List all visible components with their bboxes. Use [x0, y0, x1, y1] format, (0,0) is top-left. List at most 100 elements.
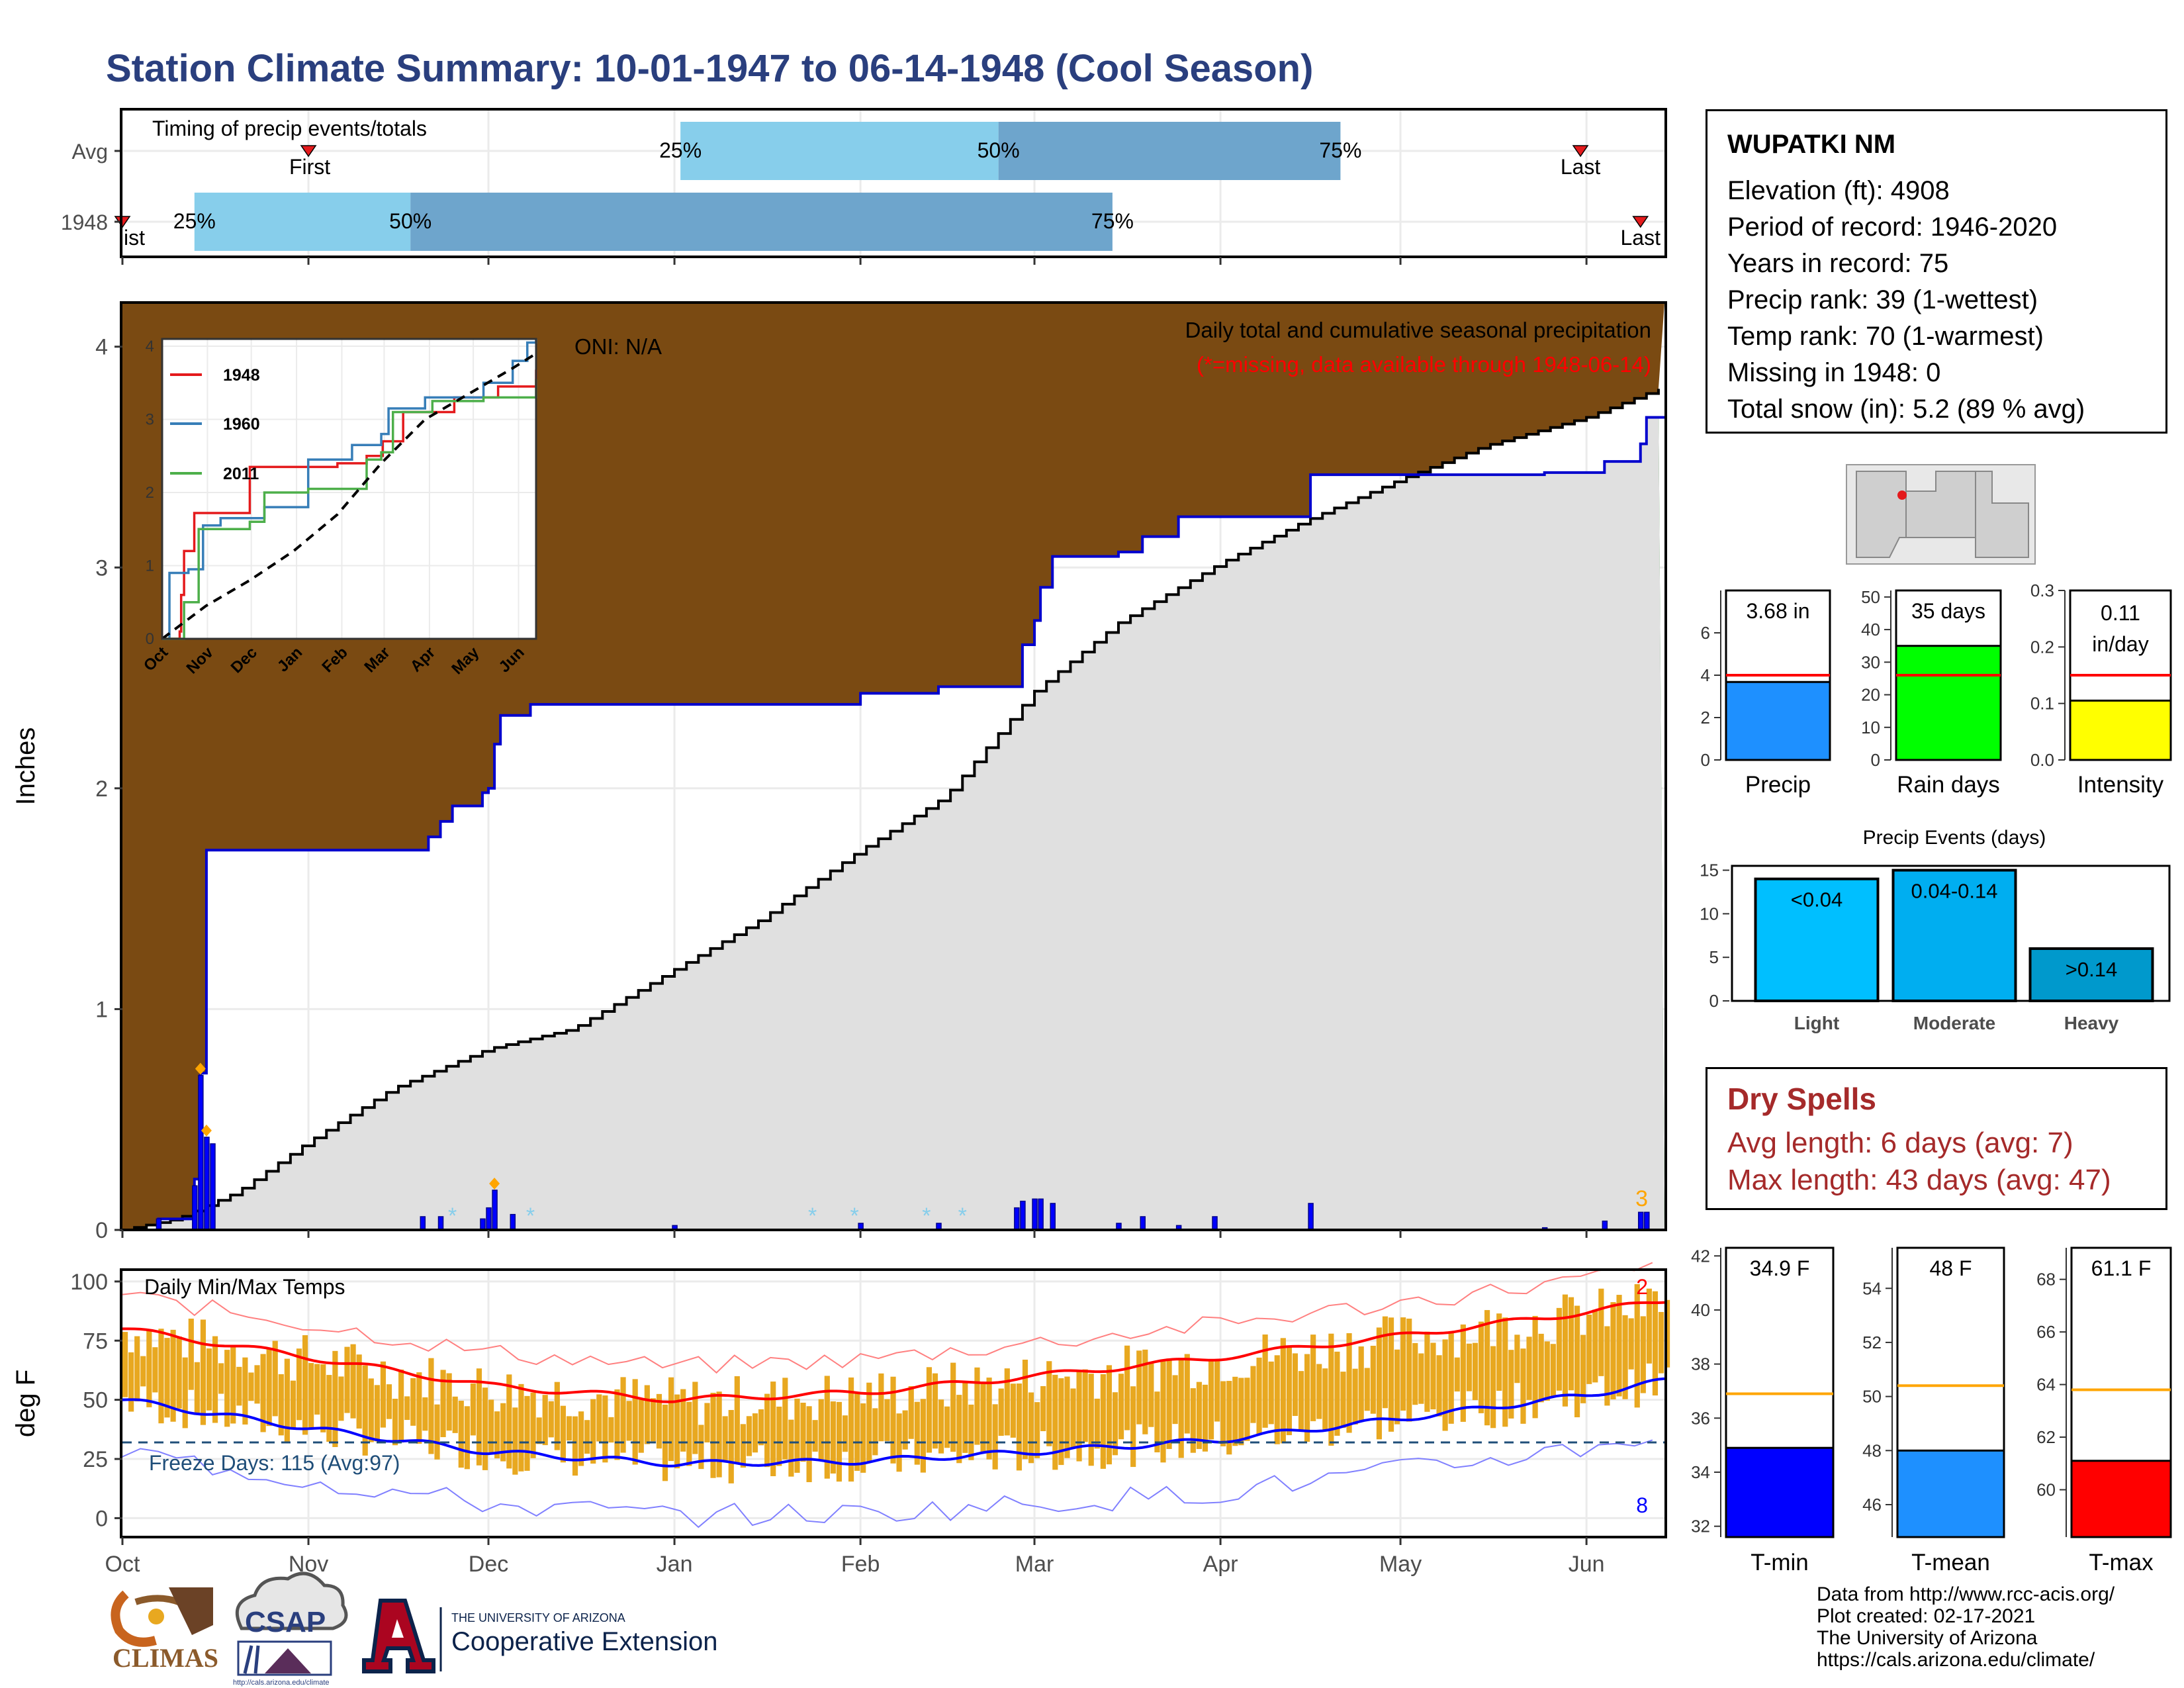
precip-avg-fill — [122, 417, 1664, 1230]
timing-row-label: Avg — [71, 140, 108, 164]
temps-daily-bar — [140, 1356, 146, 1387]
events-category-label: Heavy — [2064, 1013, 2119, 1033]
temps-daily-bar — [824, 1376, 830, 1479]
temps-daily-bar — [722, 1416, 728, 1462]
station-elevation: Elevation (ft): 4908 — [1727, 176, 1950, 205]
temps-daily-bar — [920, 1399, 926, 1473]
dry-spells-max: Max length: 43 days (avg: 47) — [1727, 1164, 2111, 1196]
temps-daily-bar — [902, 1410, 908, 1450]
temps-normal-max-line — [122, 1301, 1665, 1403]
temps-daily-bar — [488, 1399, 494, 1453]
timing-bar-late — [410, 193, 1113, 251]
temps-daily-bar — [1298, 1371, 1304, 1431]
timing-label-50: 50% — [978, 138, 1020, 162]
mini-precip-0-y-tick-label: 6 — [1701, 623, 1710, 643]
temps-daily-bar — [548, 1401, 554, 1438]
temps-x-tick-label: Feb — [841, 1552, 880, 1577]
temps-daily-bar — [1478, 1321, 1484, 1413]
events-y-tick-label: 0 — [1709, 991, 1719, 1011]
temps-y-axis-label: deg F — [11, 1370, 40, 1437]
precip-y-axis-label: Inches — [11, 727, 40, 806]
temps-daily-bar — [482, 1387, 488, 1470]
temps-daily-bar — [1604, 1326, 1610, 1406]
temps-daily-bar — [512, 1407, 518, 1475]
ua-big-text: Cooperative Extension — [451, 1627, 717, 1656]
temps-daily-bar — [170, 1329, 176, 1422]
temps-daily-bar — [1646, 1288, 1652, 1364]
precip-daily-bar — [1038, 1198, 1044, 1231]
inset-frame — [161, 338, 537, 640]
timing-label-75: 75% — [1319, 138, 1361, 162]
temps-daily-bar — [1292, 1353, 1298, 1417]
temps-chart-title: Daily Min/Max Temps — [144, 1275, 345, 1299]
mini-temp-2-y-tick-label: 64 — [2036, 1375, 2056, 1395]
climas-logo: CLIMAS — [111, 1587, 218, 1673]
precip-missing-marker: * — [526, 1203, 535, 1229]
temps-daily-bar — [188, 1318, 194, 1390]
temps-daily-bar — [1316, 1364, 1322, 1419]
credits: Data from http://www.rcc-acis.org/ Plot … — [1817, 1583, 2115, 1671]
temps-y-tick-label: 0 — [95, 1506, 108, 1531]
precip-y-tick-label: 0 — [95, 1218, 108, 1243]
temps-daily-bar — [1586, 1314, 1592, 1384]
temps-daily-bar — [1208, 1361, 1214, 1440]
temps-daily-bar — [1310, 1335, 1316, 1421]
temps-daily-bar — [980, 1382, 986, 1454]
temps-daily-bar — [554, 1382, 560, 1450]
mini-precip-1-y-tick-label: 30 — [1861, 652, 1880, 672]
inset-series-1948 — [162, 369, 537, 640]
temps-daily-bar — [1034, 1402, 1040, 1458]
timing-label-25: 25% — [173, 209, 216, 233]
temps-daily-bar — [302, 1335, 308, 1435]
temps-daily-bar — [1088, 1374, 1094, 1466]
temps-daily-bar — [830, 1401, 836, 1474]
temps-daily-bar — [962, 1382, 968, 1453]
temps-daily-bar — [758, 1409, 764, 1446]
mini-precip-1-bar — [1895, 645, 2002, 761]
temps-daily-bar — [1652, 1291, 1659, 1396]
temps-daily-bar — [878, 1373, 884, 1442]
temps-daily-bar — [728, 1410, 734, 1483]
temps-daily-bar — [1004, 1368, 1010, 1436]
station-years: Years in record: 75 — [1727, 249, 1949, 278]
events-bar-label: <0.04 — [1791, 888, 1843, 912]
inset-y-tick-label: 0 — [146, 630, 154, 648]
temps-daily-bar — [854, 1393, 860, 1471]
precip-daily-bar — [1020, 1200, 1026, 1231]
temps-daily-bar — [1262, 1334, 1268, 1428]
temps-daily-bar — [1340, 1372, 1346, 1429]
temps-daily-bar — [1328, 1333, 1334, 1446]
temps-x-tick-label: Dec — [469, 1552, 508, 1577]
precip-missing-marker: * — [448, 1203, 457, 1229]
timing-label-25: 25% — [659, 138, 702, 162]
temps-daily-bar — [1436, 1355, 1442, 1417]
temps-daily-bar — [1424, 1331, 1430, 1412]
temps-daily-bar — [1010, 1383, 1016, 1438]
mini-precip-1-y-tick-label: 10 — [1861, 718, 1880, 737]
temps-daily-bar — [650, 1398, 656, 1442]
mini-precip-2-value-label: 0.11 — [2101, 601, 2140, 625]
mini-precip-1-axis-label: Rain days — [1897, 772, 2000, 798]
timing-first-marker — [300, 145, 317, 158]
temps-daily-bar — [494, 1411, 500, 1459]
temps-daily-bar — [242, 1357, 248, 1425]
temps-daily-bar — [914, 1401, 920, 1465]
temps-daily-bar — [266, 1348, 272, 1427]
precip-daily-bar — [1140, 1216, 1146, 1231]
temps-daily-bar — [644, 1385, 650, 1444]
mini-precip-1-value-label: 35 days — [1911, 599, 1985, 623]
temps-daily-bar — [1664, 1299, 1670, 1368]
temps-y-tick-label: 50 — [83, 1388, 108, 1413]
temps-daily-bar — [1046, 1361, 1052, 1446]
temps-x-tick-label: Apr — [1203, 1552, 1238, 1577]
temps-daily-bar — [1202, 1384, 1208, 1452]
temps-daily-bar — [326, 1375, 332, 1442]
temps-daily-bar — [1256, 1357, 1262, 1435]
credit-line: https://cals.arizona.edu/climate/ — [1817, 1649, 2095, 1671]
locator-map — [1846, 464, 2036, 565]
temps-daily-bar — [1094, 1398, 1100, 1449]
temps-daily-bar — [950, 1362, 956, 1452]
mini-precip-2-y-tick-label: 0.3 — [2030, 581, 2054, 600]
temps-daily-bar — [1484, 1310, 1490, 1426]
